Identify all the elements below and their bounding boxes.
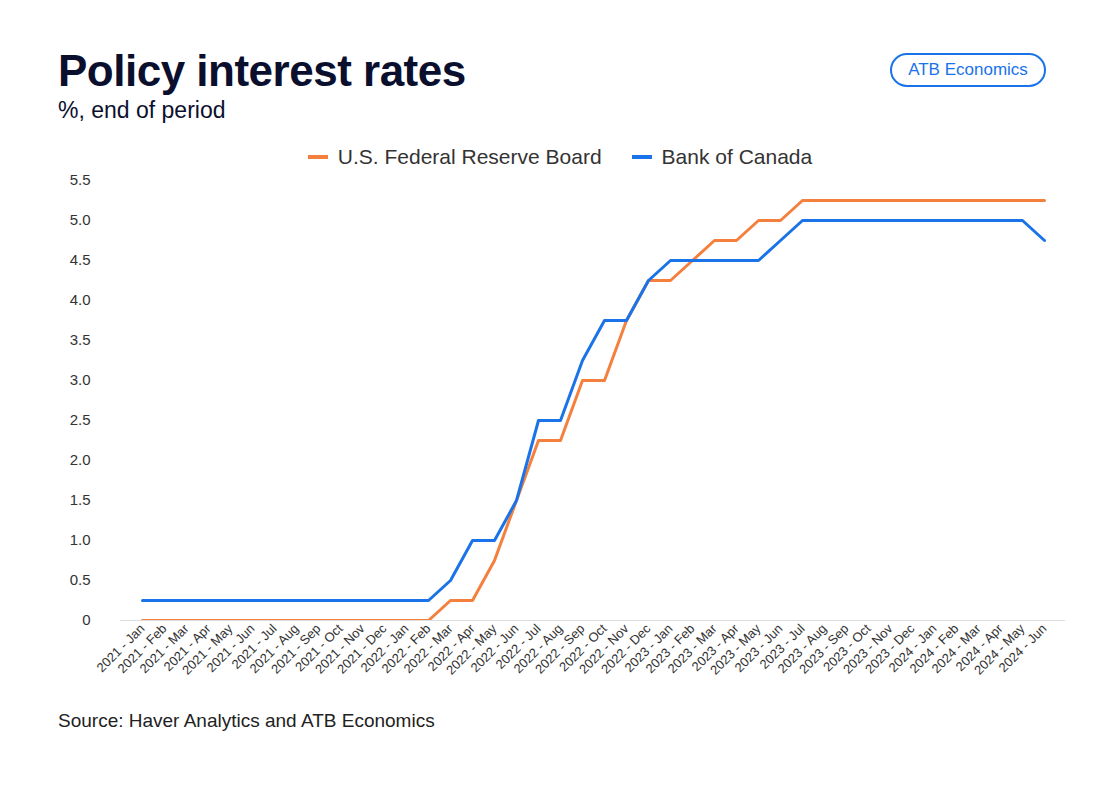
- svg-text:2023 - Jul: 2023 - Jul: [756, 621, 808, 672]
- svg-text:2021 - Nov: 2021 - Nov: [312, 621, 368, 677]
- html-text:Bank of Canada: Bank of Canada: [661, 145, 813, 168]
- svg-text:2024 - Jun: 2024 - Jun: [996, 621, 1050, 675]
- svg-text:2024 - May: 2024 - May: [971, 621, 1028, 678]
- svg-text:2021 - May: 2021 - May: [179, 621, 236, 678]
- svg-text:2022 - Jul: 2022 - Jul: [492, 621, 544, 672]
- svg-text:2021 - Jan: 2021 - Jan: [93, 621, 148, 675]
- svg-text:2024 - Jan: 2024 - Jan: [885, 621, 940, 675]
- svg-text:2024 - Mar: 2024 - Mar: [928, 621, 984, 676]
- svg-text:2022 - Oct: 2022 - Oct: [556, 621, 610, 675]
- svg-text:2023 - Mar: 2023 - Mar: [664, 621, 720, 676]
- svg-text:2023 - Feb: 2023 - Feb: [642, 621, 698, 676]
- svg-text:2022 - Jan: 2022 - Jan: [357, 621, 412, 675]
- html-text:U.S. Federal Reserve Board: U.S. Federal Reserve Board: [337, 145, 602, 168]
- svg-text:2023 - Sep: 2023 - Sep: [796, 621, 852, 677]
- svg-text:2021 - Dec: 2021 - Dec: [334, 621, 390, 677]
- svg-text:4.0: 4.0: [70, 291, 91, 308]
- svg-text:2021 - Oct: 2021 - Oct: [292, 621, 346, 675]
- svg-text:2021 - Mar: 2021 - Mar: [136, 621, 192, 676]
- svg-text:2023 - Jun: 2023 - Jun: [731, 621, 786, 675]
- svg-text:2.0: 2.0: [70, 451, 91, 468]
- svg-text:2022 - Jun: 2022 - Jun: [467, 621, 522, 675]
- svg-text:2021 - Feb: 2021 - Feb: [114, 621, 170, 676]
- svg-text:2023 - Nov: 2023 - Nov: [840, 621, 896, 677]
- svg-text:2022 - Dec: 2022 - Dec: [598, 621, 654, 677]
- svg-text:2021 - Apr: 2021 - Apr: [160, 621, 214, 674]
- svg-text:2023 - Jan: 2023 - Jan: [621, 621, 676, 675]
- svg-text:2023 - Apr: 2023 - Apr: [688, 621, 742, 674]
- svg-text:2021 - Jul: 2021 - Jul: [228, 621, 280, 672]
- svg-text:3.5: 3.5: [70, 331, 91, 348]
- svg-text:2022 - Sep: 2022 - Sep: [532, 621, 588, 677]
- svg-text:2.5: 2.5: [70, 411, 91, 428]
- html-text:Policy interest rates: Policy interest rates: [58, 46, 466, 95]
- svg-text:3.0: 3.0: [70, 371, 91, 388]
- html-text:ATB Economics: ATB Economics: [908, 60, 1028, 79]
- svg-text:4.5: 4.5: [70, 251, 91, 268]
- svg-text:2023 - Oct: 2023 - Oct: [820, 621, 874, 675]
- svg-text:2022 - Mar: 2022 - Mar: [400, 621, 456, 676]
- svg-text:1.5: 1.5: [70, 491, 91, 508]
- svg-text:2023 - May: 2023 - May: [707, 621, 764, 678]
- svg-text:2022 - Apr: 2022 - Apr: [424, 621, 478, 674]
- svg-text:0: 0: [82, 611, 90, 628]
- svg-text:2024 - Apr: 2024 - Apr: [952, 621, 1006, 674]
- svg-text:2022 - May: 2022 - May: [443, 621, 500, 678]
- svg-text:2022 - Aug: 2022 - Aug: [510, 621, 566, 676]
- svg-text:2021 - Jun: 2021 - Jun: [203, 621, 258, 675]
- svg-text:2022 - Feb: 2022 - Feb: [378, 621, 434, 676]
- svg-text:2024 - Feb: 2024 - Feb: [906, 621, 962, 676]
- svg-text:0.5: 0.5: [70, 571, 91, 588]
- svg-text:5.5: 5.5: [70, 171, 91, 188]
- html-text:%, end of period: %, end of period: [58, 97, 226, 123]
- svg-text:2023 - Dec: 2023 - Dec: [862, 621, 918, 677]
- svg-text:2021 - Aug: 2021 - Aug: [246, 621, 302, 676]
- svg-text:1.0: 1.0: [70, 531, 91, 548]
- html-text:Source: Haver Analytics and AT: Source: Haver Analytics and ATB Economic…: [58, 710, 435, 731]
- svg-text:2021 - Sep: 2021 - Sep: [268, 621, 324, 677]
- svg-text:2023 - Aug: 2023 - Aug: [774, 621, 830, 676]
- svg-text:5.0: 5.0: [70, 211, 91, 228]
- svg-text:2022 - Nov: 2022 - Nov: [576, 621, 632, 677]
